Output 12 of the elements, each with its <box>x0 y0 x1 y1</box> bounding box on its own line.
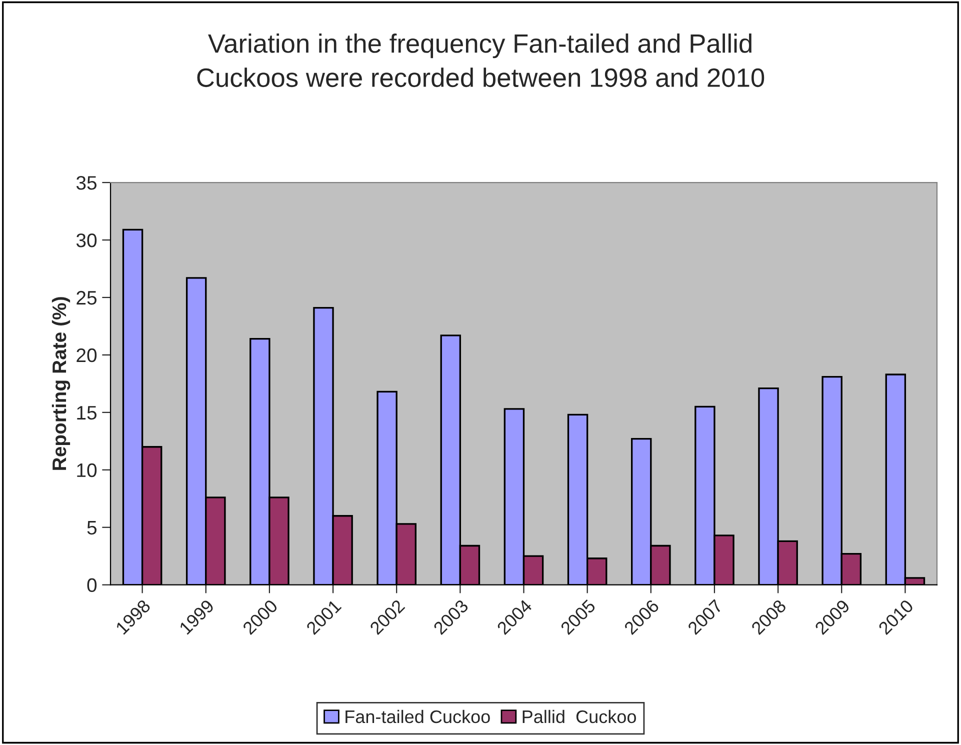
y-tick-label: 10 <box>77 463 97 478</box>
y-tick-label: 25 <box>76 290 97 305</box>
y-tick-label: 20 <box>76 348 97 362</box>
y-tick-label: 35 <box>76 176 97 190</box>
y-tick-label: 0 <box>87 578 97 592</box>
y-tick-label: 15 <box>77 406 97 420</box>
y-tick-label: 5 <box>87 521 97 535</box>
y-axis-title: Reporting Rate (%) <box>52 297 70 470</box>
legend-label: Pallid Cuckoo <box>522 710 636 724</box>
legend-label: Fan-tailed Cuckoo <box>346 710 490 724</box>
y-tick-label: 30 <box>76 233 97 248</box>
chart-title: Variation in the frequency Fan-tailed and Pallid Cuckoos were recorded between 1998 and 2010 <box>197 34 764 88</box>
